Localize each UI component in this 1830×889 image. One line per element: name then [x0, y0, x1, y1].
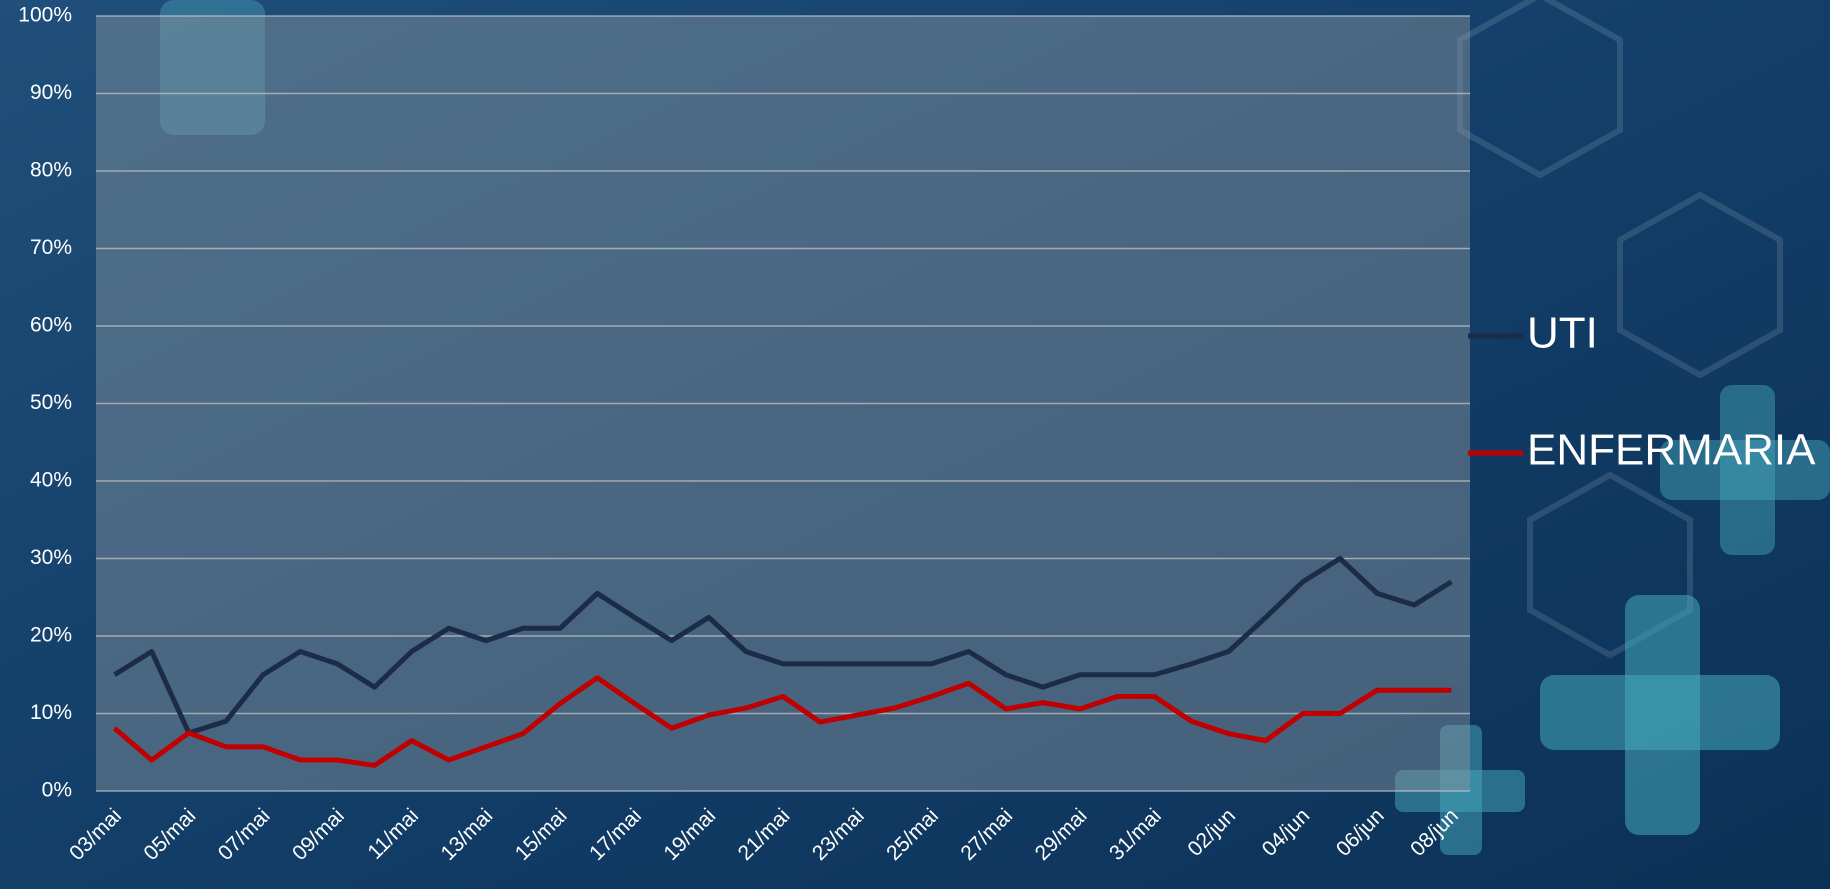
y-tick-label: 10% [30, 701, 72, 724]
y-tick-label: 40% [30, 469, 72, 492]
y-tick-label: 30% [30, 546, 72, 569]
series-line [112, 675, 1452, 768]
y-tick-label: 90% [30, 81, 72, 104]
y-tick-label: 0% [42, 779, 72, 802]
legend-label: ENFERMARIA [1527, 426, 1816, 475]
legend-label: UTI [1527, 309, 1598, 358]
series-line [113, 556, 1453, 736]
y-tick-label: 60% [30, 314, 72, 337]
y-tick-label: 100% [18, 4, 72, 27]
y-tick-label: 70% [30, 236, 72, 259]
y-tick-label: 20% [30, 624, 72, 647]
y-tick-label: 50% [30, 391, 72, 414]
y-tick-label: 80% [30, 159, 72, 182]
